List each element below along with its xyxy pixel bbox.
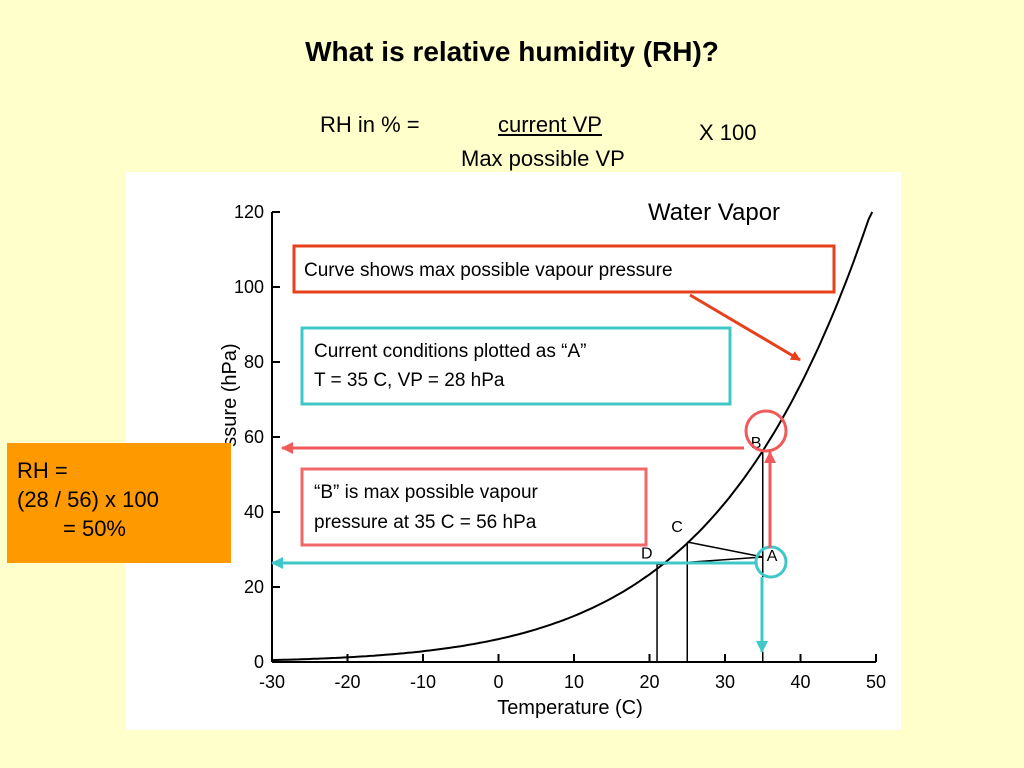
y-tick-label: 80 <box>244 352 264 372</box>
curve-note-box <box>292 244 836 294</box>
rh-line2: (28 / 56) x 100 <box>17 487 159 512</box>
current-conditions-line2: T = 35 C, VP = 28 hPa <box>314 370 505 391</box>
x-tick-label: 0 <box>493 672 503 692</box>
rh-result-box: RH = (28 / 56) x 100 = 50% <box>7 443 231 563</box>
line-c-to-a <box>687 541 763 558</box>
b-note-box <box>300 467 648 547</box>
b-note-line2: pressure at 35 C = 56 hPa <box>314 512 537 533</box>
formula-prefix: RH in % = <box>320 112 420 137</box>
x-tick-label: 40 <box>790 672 810 692</box>
x-tick-label: 30 <box>715 672 735 692</box>
axes: -30 -20 -10 0 10 20 30 40 50 0 20 40 60 80 100 120 <box>234 202 886 692</box>
formula-multiplier: X 100 <box>699 120 757 145</box>
point-label-d: D <box>641 546 653 563</box>
x-axis-label: Temperature (C) <box>497 697 643 719</box>
y-tick-label: 40 <box>244 502 264 522</box>
curve-note-arrow <box>689 293 801 362</box>
chart-title: Water Vapor <box>648 199 780 226</box>
y-axis-label: ssure (hPa) <box>219 343 241 446</box>
x-tick-label: 20 <box>639 672 659 692</box>
x-tick-label: 50 <box>866 672 886 692</box>
y-tick-label: 120 <box>234 202 264 222</box>
y-tick-label: 100 <box>234 277 264 297</box>
formula-denominator: Max possible VP <box>461 146 625 171</box>
current-conditions-line1: Current conditions plotted as “A” <box>314 341 586 362</box>
point-label-a: A <box>767 548 778 565</box>
slide-title: What is relative humidity (RH)? <box>305 36 719 67</box>
y-tick-label: 20 <box>244 577 264 597</box>
rh-line3: = 50% <box>63 516 126 541</box>
rh-line1: RH = <box>17 458 68 483</box>
formula-numerator: current VP <box>498 112 602 137</box>
b-note-line1: “B” is max possible vapour <box>314 482 539 503</box>
point-label-c: C <box>671 519 683 536</box>
x-tick-label: 10 <box>564 672 584 692</box>
current-conditions-box <box>300 326 732 406</box>
curve-note-text: Curve shows max possible vapour pressure <box>304 260 673 281</box>
x-tick-label: -30 <box>259 672 285 692</box>
x-tick-label: -10 <box>410 672 436 692</box>
x-tick-label: -20 <box>334 672 360 692</box>
y-tick-label: 0 <box>254 652 264 672</box>
y-tick-label: 60 <box>244 427 264 447</box>
saturation-curve <box>271 211 874 662</box>
point-label-b: B <box>751 435 762 452</box>
